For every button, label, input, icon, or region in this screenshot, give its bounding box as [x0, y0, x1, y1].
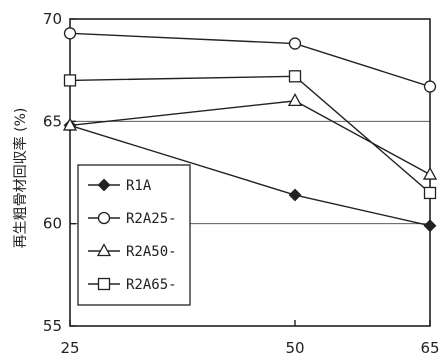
axis-ticks: 55 60 65 70 25 50 65	[43, 10, 440, 357]
y-tick-label-65: 65	[43, 112, 62, 130]
series-R2A50-	[62, 93, 438, 180]
data-point-R2A65--65	[423, 186, 437, 200]
legend-label-R1A: R1A	[126, 178, 152, 194]
data-point-R2A50--25	[62, 117, 78, 131]
legend-label-R2A65-: R2A65-	[126, 277, 177, 293]
legend-marker-R2A65-	[97, 277, 111, 291]
legend: R1A R2A25- R2A50- R2A65-	[77, 164, 191, 306]
series-R2A65-	[63, 70, 437, 200]
legend-label-R2A50-: R2A50-	[126, 244, 177, 260]
legend-box	[77, 164, 191, 306]
data-point-R2A25--50	[288, 37, 302, 50]
data-point-R2A25--25	[63, 27, 77, 40]
data-point-R2A65--50	[288, 70, 302, 83]
y-tick-label-60: 60	[43, 215, 62, 233]
series-line-R2A25-	[69, 32, 431, 88]
data-point-R1A-65	[423, 219, 437, 233]
series-line-R2A50-	[69, 100, 431, 176]
legend-marker-R2A50-	[96, 243, 112, 257]
data-point-R2A50--50	[287, 93, 303, 107]
series-group	[62, 27, 438, 233]
series-R2A25-	[63, 27, 437, 93]
legend-label-R2A25-: R2A25-	[126, 211, 177, 227]
legend-marker-R1A	[97, 178, 111, 192]
data-point-R2A65--25	[63, 74, 77, 87]
y-axis-label: 再生粗骨材回収率 (%)	[12, 108, 29, 249]
y-tick-label-55: 55	[43, 317, 62, 335]
x-tick-label-50: 50	[285, 339, 304, 357]
y-tick-label-70: 70	[43, 10, 62, 28]
x-tick-label-25: 25	[60, 339, 79, 357]
data-point-R1A-50	[288, 188, 302, 202]
x-tick-label-65: 65	[420, 339, 439, 357]
data-point-R2A50--65	[422, 166, 438, 180]
legend-marker-R2A25-	[97, 211, 111, 225]
data-point-R2A25--65	[423, 80, 437, 93]
